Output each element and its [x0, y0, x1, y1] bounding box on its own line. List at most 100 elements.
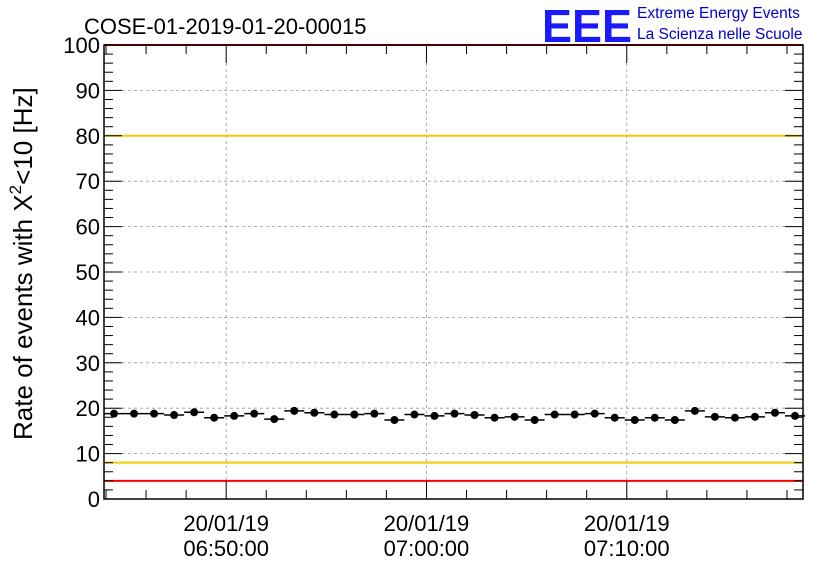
logo-line-1: Extreme Energy Events: [637, 5, 800, 22]
data-point-group: [684, 406, 705, 415]
data-point: [230, 411, 239, 420]
data-point: [430, 411, 439, 420]
data-point-group: [544, 410, 565, 419]
data-point-group: [384, 416, 405, 425]
data-point: [590, 409, 599, 418]
logo-mark: EEE: [542, 0, 632, 52]
data-point-group: [564, 410, 585, 419]
y-tick-label: 100: [63, 33, 100, 58]
data-point: [250, 409, 259, 418]
x-tick-label-time: 06:50:00: [183, 536, 269, 561]
data-point-group: [104, 409, 125, 418]
data-point-group: [124, 409, 145, 418]
data-point-group: [344, 410, 365, 419]
data-point-group: [644, 413, 665, 422]
data-points: [104, 406, 806, 425]
data-point-group: [764, 408, 785, 417]
data-point: [670, 416, 679, 425]
data-point-group: [264, 415, 285, 424]
data-point: [690, 406, 699, 415]
y-axis-label: Rate of events with X2<10 [Hz]: [6, 87, 38, 440]
data-point-group: [744, 412, 765, 421]
y-axis-label-tail: <10 [Hz]: [8, 87, 38, 185]
y-tick-label: 10: [76, 442, 100, 467]
data-point: [470, 411, 479, 420]
chart-title: COSE-01-2019-01-20-00015: [84, 14, 367, 39]
data-point: [410, 410, 419, 419]
data-point-group: [224, 411, 245, 420]
eee-logo: EEE Extreme Energy Events La Scienza nel…: [542, 0, 802, 52]
data-point: [110, 409, 119, 418]
data-point: [290, 406, 299, 415]
y-tick-label: 30: [76, 351, 100, 376]
data-point: [770, 408, 779, 417]
data-point-group: [584, 409, 605, 418]
data-point-group: [464, 411, 485, 420]
data-point-group: [184, 408, 205, 417]
data-point-group: [164, 411, 185, 420]
data-point: [710, 412, 719, 421]
data-point: [610, 413, 619, 422]
data-point-group: [784, 411, 806, 420]
x-tick-label-time: 07:10:00: [584, 536, 670, 561]
data-point-group: [284, 406, 305, 415]
tick-labels: 010203040506070809010020/01/1906:50:0020…: [63, 33, 669, 561]
y-tick-label: 80: [76, 124, 100, 149]
data-point: [570, 410, 579, 419]
data-point: [490, 413, 499, 422]
x-tick-label-date: 20/01/19: [384, 511, 470, 536]
x-tick-label-date: 20/01/19: [584, 511, 670, 536]
data-point-group: [404, 410, 425, 419]
y-tick-label: 20: [76, 396, 100, 421]
data-point: [210, 413, 219, 422]
data-point-group: [664, 416, 685, 425]
data-point-group: [724, 413, 745, 422]
data-point-group: [624, 416, 645, 425]
x-tick-label-date: 20/01/19: [183, 511, 269, 536]
data-point: [270, 415, 279, 424]
y-axis-label-main: Rate of events with X: [8, 194, 38, 440]
data-point: [170, 411, 179, 420]
plot-frame: [103, 44, 804, 500]
logo-line-2: La Scienza nelle Scuole: [637, 26, 802, 43]
y-tick-label: 0: [88, 487, 100, 512]
data-point: [530, 416, 539, 425]
y-tick-label: 60: [76, 215, 100, 240]
data-point-group: [244, 409, 265, 418]
y-tick-label: 40: [76, 305, 100, 330]
data-point: [330, 410, 339, 419]
data-point: [730, 413, 739, 422]
data-point-group: [484, 413, 505, 422]
data-point: [310, 408, 319, 417]
data-point: [630, 416, 639, 425]
data-point: [390, 416, 399, 425]
data-point-group: [204, 413, 225, 422]
y-tick-label: 90: [76, 78, 100, 103]
data-point: [790, 411, 799, 420]
data-point: [370, 409, 379, 418]
data-point: [130, 409, 139, 418]
grid: [104, 45, 803, 499]
axis-ticks: [104, 44, 803, 500]
data-point: [650, 413, 659, 422]
y-tick-label: 50: [76, 260, 100, 285]
y-tick-label: 70: [76, 169, 100, 194]
data-point: [190, 408, 199, 417]
data-point: [550, 410, 559, 419]
data-point-group: [144, 409, 165, 418]
data-point: [150, 409, 159, 418]
data-point-group: [424, 411, 445, 420]
data-point: [510, 412, 519, 421]
data-point-group: [444, 409, 465, 418]
data-point-group: [604, 413, 625, 422]
data-point-group: [524, 416, 545, 425]
data-point: [450, 409, 459, 418]
y-axis-label-sup: 2: [6, 185, 25, 194]
data-point-group: [704, 412, 725, 421]
data-point-group: [304, 408, 325, 417]
data-point-group: [324, 410, 345, 419]
data-point-group: [364, 409, 385, 418]
data-point-group: [504, 412, 525, 421]
data-point: [750, 412, 759, 421]
